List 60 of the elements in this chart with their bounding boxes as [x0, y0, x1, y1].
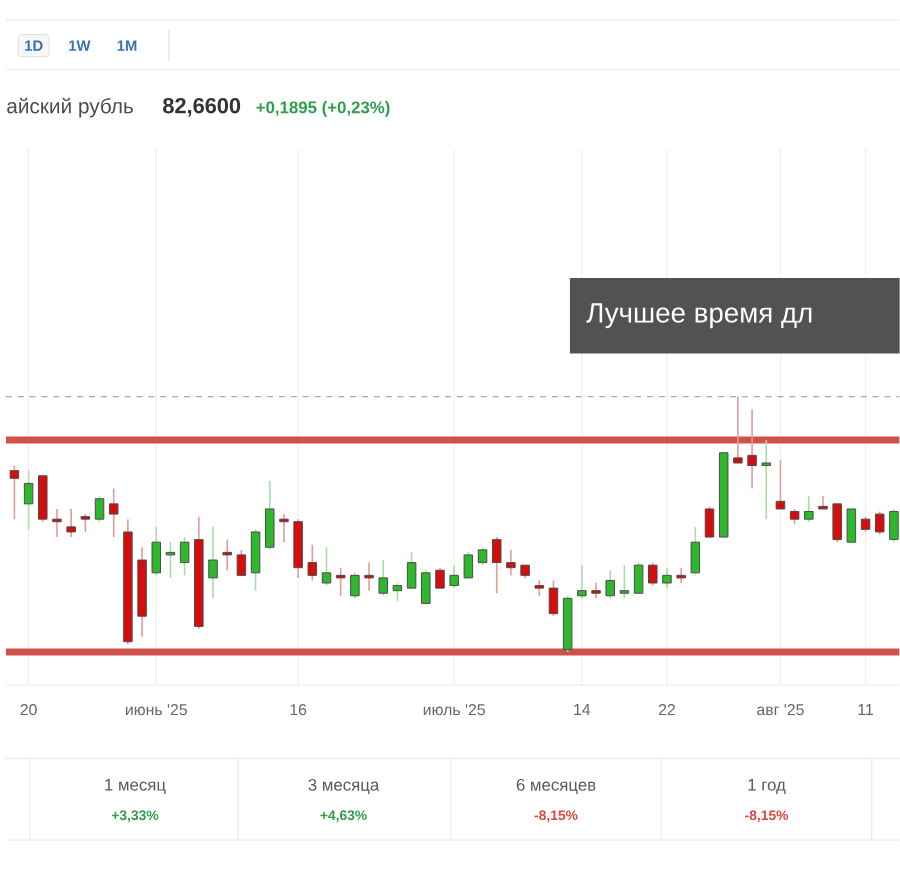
candlestick [676, 567, 686, 584]
candlestick [577, 564, 587, 600]
candlestick [406, 551, 417, 590]
candlestick [747, 408, 757, 490]
candlestick [165, 541, 176, 579]
candlestick [208, 526, 218, 600]
candlestick [662, 567, 672, 590]
candlestick [761, 439, 772, 521]
candlestick [704, 505, 715, 539]
candlestick [23, 470, 34, 531]
candlestick [733, 395, 743, 464]
candlestick [222, 538, 232, 572]
candlestick [321, 546, 332, 587]
candlestick [279, 513, 289, 544]
text: 6 месяцев [516, 779, 596, 795]
candlestick [449, 564, 459, 590]
candlestick [874, 510, 885, 536]
candlestick [236, 549, 247, 577]
text: 1 год [748, 779, 786, 795]
text: +0,1895 (+0,23%) [256, 101, 390, 117]
candlestick [151, 526, 162, 577]
text: 1 месяц [105, 779, 166, 795]
candlestick [66, 508, 76, 539]
candlestick [350, 572, 360, 600]
candlestick [293, 518, 303, 579]
chart-title: айский рубль [7, 97, 133, 118]
candlestick [591, 582, 601, 600]
candlestick [775, 459, 786, 510]
candlestick [335, 567, 346, 597]
candlestick [435, 567, 445, 590]
candlestick [889, 508, 899, 544]
text: 3 месяца [308, 779, 380, 795]
candlestick [619, 564, 630, 600]
candlestick [648, 561, 658, 587]
candlestick [463, 551, 474, 579]
candlestick [534, 579, 545, 597]
text: Лучшее время дл [586, 303, 812, 329]
candlestick [846, 508, 857, 543]
candlestick [690, 526, 701, 577]
candlestick [179, 536, 190, 577]
candlestick [804, 495, 814, 523]
candlestick [491, 536, 502, 595]
candlestick [94, 495, 105, 523]
candlestick [265, 480, 275, 551]
candlestick [378, 559, 388, 597]
candlestick [506, 549, 516, 577]
chart-subtitle: 82,6600 [163, 98, 241, 117]
candlestick [605, 569, 615, 600]
candlestick [307, 544, 318, 582]
candlestick [818, 495, 828, 510]
candlestick [9, 464, 20, 521]
candlestick [108, 487, 119, 539]
candlestick [52, 508, 62, 539]
candlestick [364, 561, 374, 592]
candlestick [250, 528, 261, 592]
candlestick [832, 503, 842, 544]
candlestick [38, 475, 48, 523]
candlestick [548, 579, 559, 618]
candlestick [421, 569, 431, 605]
candlestick [633, 561, 644, 595]
